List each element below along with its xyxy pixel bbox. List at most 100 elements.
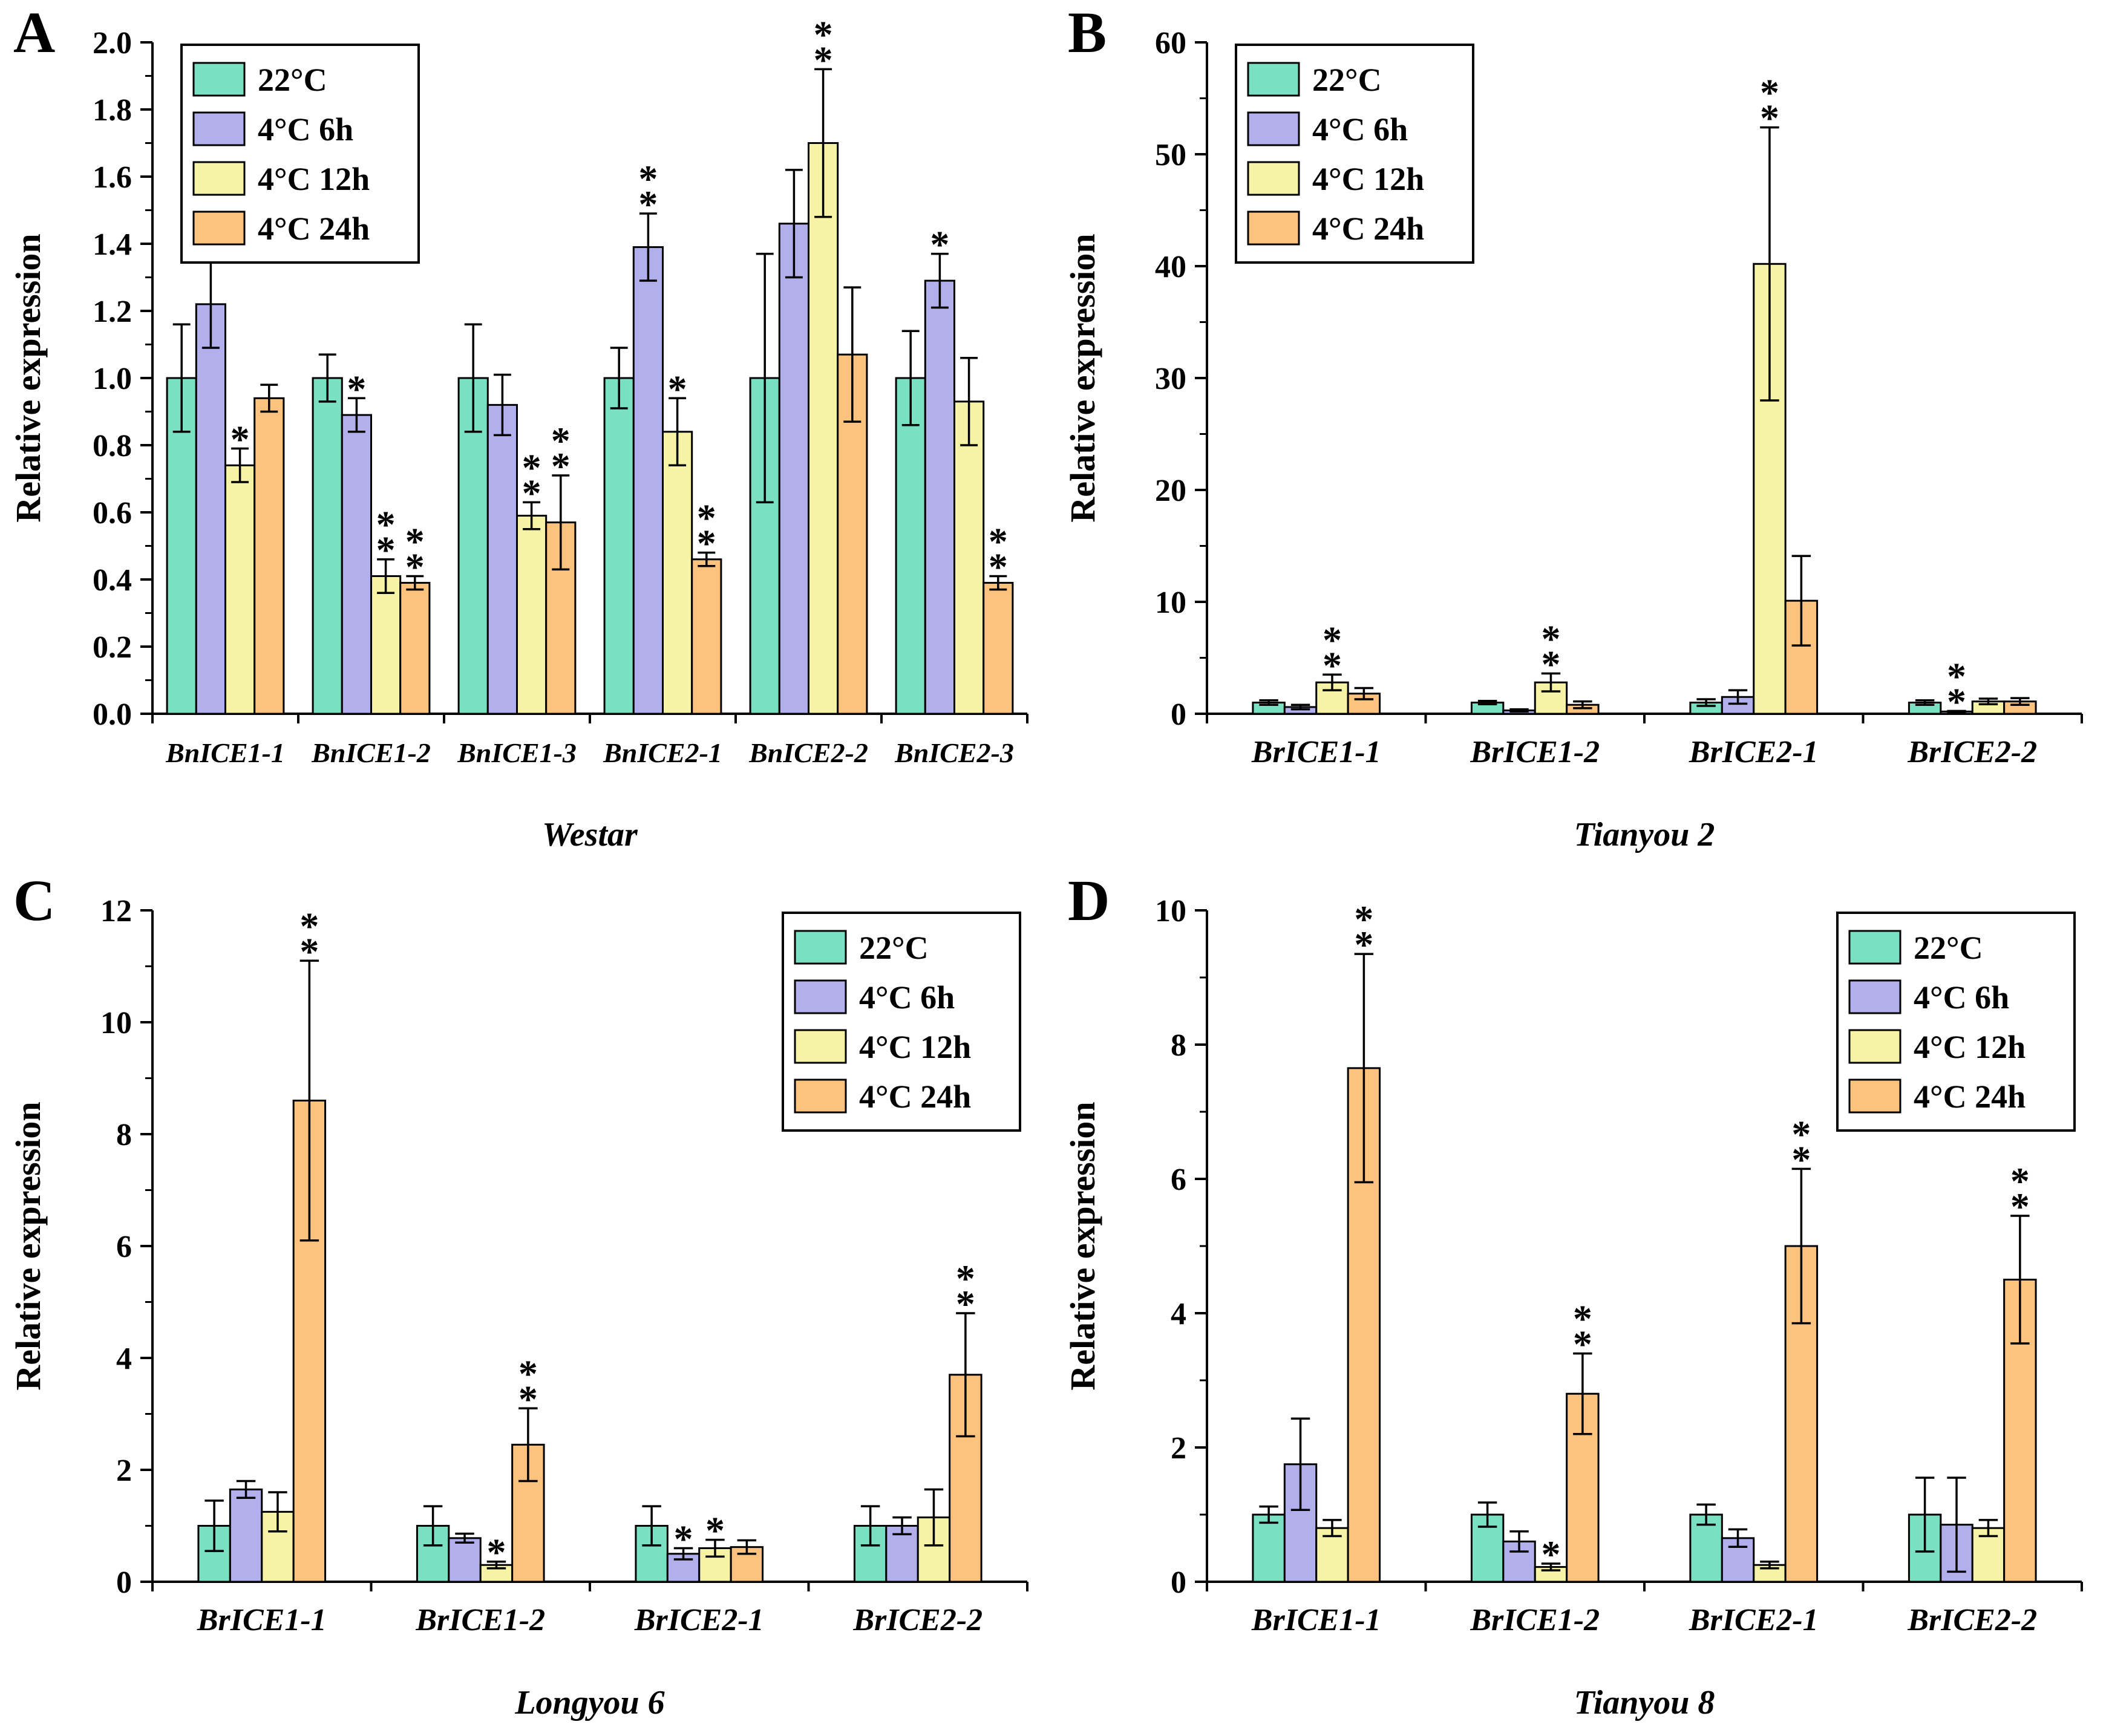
- significance-star: *: [299, 930, 319, 973]
- significance-star: *: [518, 1377, 538, 1420]
- significance-star: *: [956, 1257, 975, 1300]
- bar-4°C 12h-BnICE2-1: [662, 431, 693, 715]
- bar-22°C-BnICE1-2: [312, 377, 343, 715]
- y-tick-label: 30: [1155, 362, 1186, 396]
- panel-subtitle: Westar: [542, 816, 638, 853]
- bar-22°C-BrICE1-1: [1252, 1513, 1286, 1583]
- significance-star: *: [2010, 1185, 2030, 1228]
- legend-label: 22°C: [258, 62, 327, 98]
- significance-star: *: [989, 545, 1008, 588]
- bar-4°C 6h-BnICE2-2: [778, 223, 810, 715]
- bar-4°C 6h-BnICE2-3: [924, 279, 956, 715]
- bar-4°C 6h-BnICE1-3: [486, 403, 518, 715]
- significance-star: *: [705, 1509, 725, 1552]
- legend-swatch: [192, 111, 246, 146]
- significance-star: *: [668, 367, 687, 410]
- legend-swatch: [1247, 210, 1300, 246]
- significance-star: *: [1323, 618, 1342, 661]
- legend-swatch: [1848, 1078, 1901, 1114]
- y-tick-label: 2.0: [93, 26, 132, 60]
- y-tick-label: 8: [116, 1118, 132, 1152]
- x-category-label: BnICE2-1: [603, 737, 722, 768]
- y-tick-label: 4: [116, 1342, 132, 1376]
- bar-chart-westar: 0.00.20.40.60.81.01.21.41.61.82.0*******…: [8, 13, 1028, 853]
- y-tick-label: 1.0: [93, 362, 132, 396]
- bar-4°C 24h-BnICE2-3: [983, 582, 1014, 715]
- y-tick-label: 0.0: [93, 697, 132, 732]
- x-category-label: BrICE2-2: [1907, 735, 2037, 769]
- y-axis-title: Relative expression: [8, 233, 48, 522]
- x-category-label: BrICE1-2: [1470, 735, 1600, 769]
- y-tick-label: 1.6: [93, 160, 132, 195]
- x-category-label: BnICE1-3: [457, 737, 577, 768]
- bar-4°C 6h-BnICE1-2: [341, 414, 372, 715]
- y-tick-label: 12: [100, 894, 132, 928]
- legend-label: 4°C 12h: [1914, 1029, 2026, 1065]
- legend-swatch: [794, 1029, 847, 1064]
- panel-subtitle: Tianyou 2: [1574, 816, 1715, 853]
- significance-star: *: [376, 503, 396, 546]
- significance-star: *: [638, 183, 658, 226]
- bar-4°C 24h-BnICE1-2: [399, 582, 431, 715]
- significance-star: *: [551, 445, 571, 488]
- y-tick-label: 40: [1155, 250, 1186, 284]
- x-category-label: BrICE2-2: [852, 1603, 983, 1637]
- x-category-label: BrICE2-1: [1689, 735, 1819, 769]
- legend-label: 4°C 12h: [1312, 161, 1424, 197]
- panel-letter-a: A: [13, 0, 56, 65]
- significance-star: *: [2010, 1160, 2030, 1202]
- y-tick-label: 0: [1171, 1565, 1186, 1600]
- y-tick-label: 4: [1171, 1297, 1186, 1331]
- significance-star: *: [231, 418, 250, 461]
- y-tick-label: 50: [1155, 138, 1186, 172]
- significance-star: *: [1354, 898, 1373, 941]
- significance-star: *: [1760, 71, 1779, 114]
- y-axis-title: Relative expression: [1063, 233, 1102, 522]
- x-category-label: BrICE1-1: [1251, 735, 1381, 769]
- y-tick-label: 0.8: [93, 429, 132, 463]
- significance-star: *: [1323, 644, 1342, 687]
- y-axis-title: Relative expression: [1063, 1101, 1102, 1390]
- legend-swatch: [1848, 979, 1901, 1014]
- significance-star: *: [814, 13, 833, 56]
- x-category-label: BrICE2-1: [1689, 1603, 1819, 1637]
- significance-star: *: [551, 419, 571, 462]
- significance-star: *: [518, 1352, 538, 1395]
- bar-4°C 24h-BnICE2-1: [691, 558, 722, 715]
- panel-a-westar: A 0.0 0.2 0.4 0.6 0.8 1.0 1.2 1.4 1.6 1.8 2.0 * * * * *…: [0, 0, 1054, 868]
- y-tick-label: 20: [1155, 474, 1186, 508]
- panel-letter-d: D: [1068, 868, 1110, 933]
- panel-d-tianyou8: D 0 2 4 6 8 10 * * * * * * * * * BrICE1-1 BrICE1-2 BrICE2…: [1054, 868, 2109, 1736]
- significance-star: *: [1541, 617, 1560, 660]
- bar-22°C-BnICE2-3: [895, 377, 926, 715]
- panel-subtitle: Longyou 6: [514, 1684, 664, 1721]
- legend-label: 4°C 24h: [859, 1078, 971, 1115]
- significance-star: *: [486, 1531, 506, 1574]
- y-tick-label: 2: [116, 1454, 132, 1488]
- y-tick-label: 60: [1155, 26, 1186, 60]
- panel-letter-b: B: [1068, 0, 1107, 65]
- bar-4°C 6h-BrICE1-1: [229, 1488, 263, 1583]
- x-category-label: BnICE1-1: [165, 737, 285, 768]
- legend-label: 4°C 12h: [258, 161, 370, 197]
- legend-label: 4°C 6h: [859, 979, 955, 1016]
- panel-c-longyou6: C 0 2 4 6 8 10 12 * * * * * * * * * BrICE1-1 BrICE1-2 BrIC…: [0, 868, 1054, 1736]
- legend-swatch: [192, 62, 246, 97]
- significance-star: *: [1760, 97, 1779, 140]
- significance-star: *: [1791, 1112, 1811, 1155]
- significance-star: *: [697, 522, 716, 565]
- significance-star: *: [522, 471, 541, 514]
- significance-star: *: [1541, 1533, 1560, 1576]
- y-tick-label: 1.4: [93, 227, 132, 262]
- legend-swatch: [192, 210, 246, 246]
- y-tick-label: 10: [1155, 894, 1186, 928]
- significance-star: *: [299, 904, 319, 947]
- y-tick-label: 0: [1171, 697, 1186, 732]
- significance-star: *: [405, 520, 425, 563]
- significance-star: *: [674, 1518, 693, 1561]
- y-tick-label: 0.6: [93, 496, 132, 530]
- legend-label: 4°C 12h: [859, 1029, 971, 1065]
